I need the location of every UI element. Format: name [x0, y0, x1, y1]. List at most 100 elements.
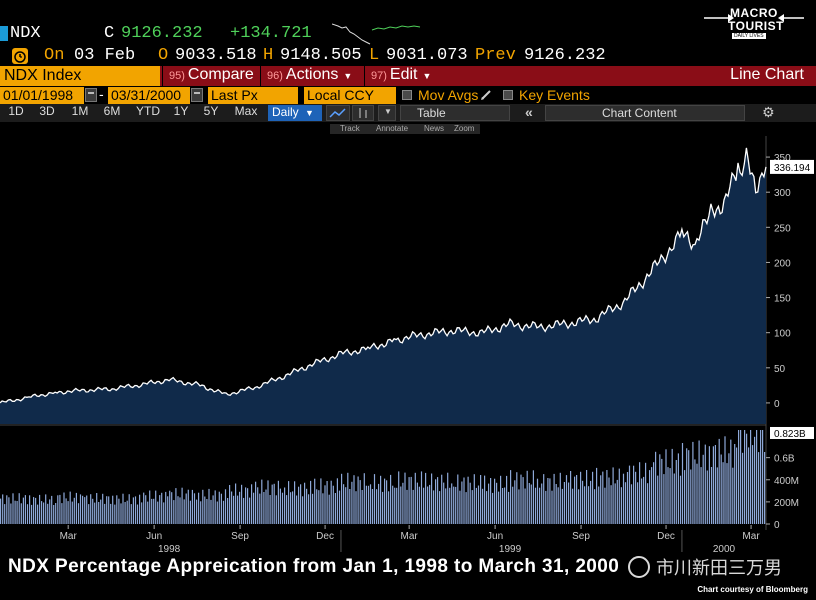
chart-type-label[interactable]: Line Chart	[730, 66, 804, 83]
range-5y[interactable]: 5Y	[203, 104, 219, 118]
track-tool[interactable]: Track	[340, 124, 360, 133]
frequency-select[interactable]: Daily ▼	[268, 105, 322, 121]
volume-bar	[265, 489, 267, 524]
volume-bar	[384, 478, 386, 524]
volume-bar	[675, 460, 677, 524]
volume-bar	[463, 477, 465, 524]
volume-bar	[222, 500, 225, 524]
volume-bar	[494, 478, 496, 524]
chart-content-button[interactable]: Chart Content	[545, 105, 745, 121]
volume-bar	[341, 473, 343, 524]
volume-bar	[128, 494, 130, 524]
table-button[interactable]: Table	[400, 105, 510, 121]
volume-bar	[532, 470, 534, 524]
x-year-label: 2000	[713, 544, 736, 555]
zoom-tool[interactable]: Zoom	[454, 124, 475, 133]
annotate-tool[interactable]: Annotate	[376, 124, 409, 133]
range-1d[interactable]: 1D	[8, 104, 24, 118]
volume-bar	[647, 483, 649, 524]
compare-button[interactable]: 95) Compare	[162, 66, 258, 86]
end-date-field[interactable]: 03/31/2000	[108, 87, 190, 104]
volume-bar	[526, 470, 528, 524]
volume-bar	[261, 479, 263, 524]
volume-bar	[312, 493, 314, 524]
volume-bar	[0, 498, 2, 524]
range-1y[interactable]: 1Y	[173, 104, 189, 118]
volume-bar	[500, 475, 502, 524]
volume-bar	[718, 438, 720, 524]
high-value: 9148.505	[280, 46, 362, 65]
start-date-field[interactable]: 01/01/1998	[0, 87, 84, 104]
security-input[interactable]: NDX Index	[0, 66, 160, 86]
collapse-icon[interactable]: «	[525, 104, 533, 120]
volume-bar	[185, 493, 187, 524]
volume-bar	[512, 486, 514, 524]
range-max[interactable]: Max	[234, 104, 258, 118]
volume-bar	[183, 499, 185, 524]
range-ytd[interactable]: YTD	[136, 104, 160, 118]
pencil-icon[interactable]	[480, 89, 492, 101]
volume-bar	[502, 488, 504, 524]
volume-bar	[435, 479, 437, 524]
mov-avgs-checkbox[interactable]	[402, 90, 412, 100]
range-6m[interactable]: 6M	[103, 104, 121, 118]
volume-bar	[643, 476, 645, 524]
volume-bar	[153, 498, 155, 524]
volume-bar	[149, 490, 151, 524]
volume-bar	[308, 494, 310, 524]
volume-bar	[112, 495, 114, 524]
ticker-symbol[interactable]: NDX	[10, 24, 41, 43]
volume-bar	[698, 440, 700, 524]
chart-content-label: Chart Content	[602, 106, 677, 120]
gear-icon[interactable]: ⚙	[762, 105, 775, 121]
volume-bar	[349, 489, 351, 524]
volume-bar	[6, 495, 8, 524]
volume-bar	[518, 489, 520, 524]
edit-button[interactable]: 97) Edit ▼	[364, 66, 438, 86]
volume-bar	[412, 489, 414, 524]
volume-bar	[598, 486, 600, 524]
range-3d[interactable]: 3D	[39, 104, 55, 118]
volume-bar	[762, 430, 764, 524]
price-y-tick-label: 50	[774, 364, 786, 375]
calendar-icon[interactable]	[85, 88, 97, 102]
field-select[interactable]: Last Px	[208, 87, 298, 104]
prev-label: Prev	[475, 46, 516, 65]
volume-bar	[145, 495, 147, 524]
chart-tool-strip: Track Annotate News Zoom	[330, 124, 480, 134]
ticker-marker	[0, 26, 8, 41]
line-chart-icon[interactable]	[326, 105, 350, 121]
volume-bar	[394, 487, 396, 524]
volume-bar	[300, 484, 302, 524]
volume-bar	[659, 454, 661, 524]
volume-bar	[465, 492, 467, 524]
price-y-tick-label: 150	[774, 294, 791, 305]
volume-bar	[496, 482, 498, 524]
x-year-label: 1998	[158, 544, 181, 555]
news-tool[interactable]: News	[424, 124, 445, 133]
volume-bar	[218, 491, 220, 524]
volume-bar	[563, 482, 565, 524]
calendar-icon[interactable]	[191, 88, 203, 102]
volume-bar	[663, 474, 665, 524]
bar-chart-icon[interactable]	[352, 105, 374, 121]
volume-bar	[431, 473, 433, 524]
volume-bar	[73, 497, 75, 524]
x-tick-label: Sep	[231, 531, 249, 542]
volume-bar	[302, 496, 304, 524]
volume-bar	[524, 488, 526, 524]
key-events-checkbox[interactable]	[503, 90, 513, 100]
volume-bar	[304, 482, 306, 524]
actions-button[interactable]: 96) Actions ▼	[260, 66, 362, 86]
volume-bar	[191, 489, 193, 524]
chart-options-dropdown[interactable]: ▼	[378, 105, 396, 121]
currency-select[interactable]: Local CCY	[304, 87, 396, 104]
volume-bar	[586, 470, 588, 524]
logo-text-line1: MACRO	[730, 6, 778, 20]
volume-bar	[653, 462, 655, 524]
range-1m[interactable]: 1M	[71, 104, 89, 118]
watermark-text: 市川新田三万男	[656, 558, 782, 579]
volume-bar	[690, 469, 692, 524]
volume-bar	[122, 493, 124, 524]
